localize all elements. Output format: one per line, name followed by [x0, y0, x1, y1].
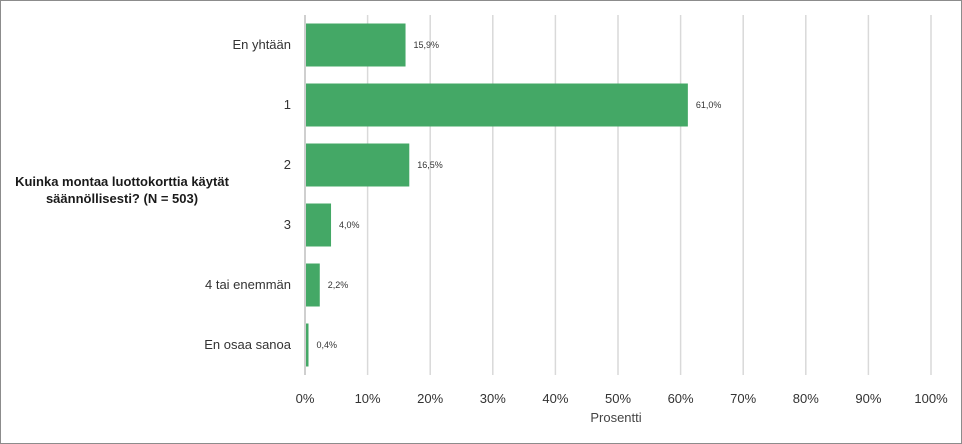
category-label: 1	[284, 97, 291, 112]
x-tick-label: 60%	[668, 391, 694, 406]
x-tick-label: 40%	[542, 391, 568, 406]
x-tick-label: 30%	[480, 391, 506, 406]
bar	[306, 83, 688, 127]
data-label: 16,5%	[417, 160, 443, 170]
question-label: Kuinka montaa luottokorttia käytät säänn…	[15, 174, 229, 206]
data-label: 4,0%	[339, 220, 360, 230]
data-label: 61,0%	[696, 100, 722, 110]
x-tick-label: 10%	[355, 391, 381, 406]
category-label: 3	[284, 217, 291, 232]
x-axis-title: Prosentti	[590, 410, 641, 425]
x-tick-label: 90%	[855, 391, 881, 406]
bar	[306, 323, 309, 367]
x-tick-label: 100%	[914, 391, 948, 406]
category-label: 2	[284, 157, 291, 172]
x-tick-label: 50%	[605, 391, 631, 406]
data-label: 2,2%	[328, 280, 349, 290]
bar	[306, 23, 406, 67]
x-tick-label: 80%	[793, 391, 819, 406]
x-tick-label: 20%	[417, 391, 443, 406]
category-label: En yhtään	[232, 37, 291, 52]
category-label: 4 tai enemmän	[205, 277, 291, 292]
data-label: 15,9%	[414, 40, 440, 50]
bar	[306, 143, 410, 187]
data-label: 0,4%	[317, 340, 338, 350]
x-tick-label: 0%	[296, 391, 315, 406]
bar	[306, 203, 332, 247]
x-tick-label: 70%	[730, 391, 756, 406]
bar	[306, 263, 320, 307]
category-label: En osaa sanoa	[204, 337, 292, 352]
